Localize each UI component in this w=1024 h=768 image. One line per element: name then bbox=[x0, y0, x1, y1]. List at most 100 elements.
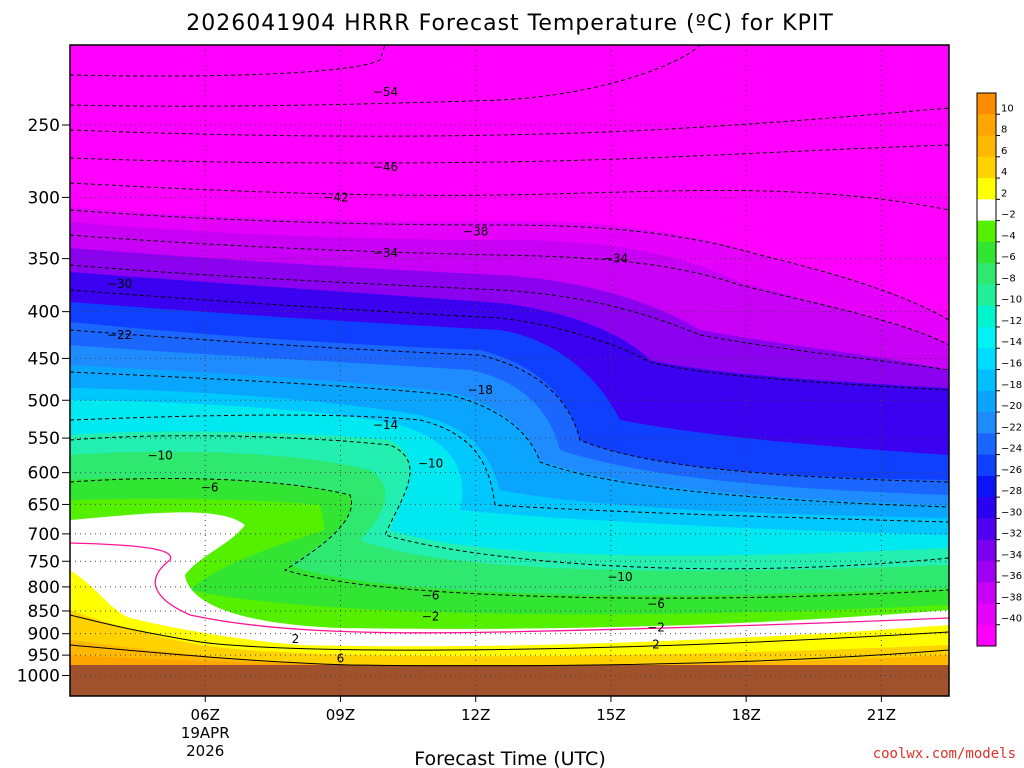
contour-label: −10 bbox=[418, 456, 443, 470]
colorbar-label: −32 bbox=[1001, 529, 1022, 540]
colorbar-swatch bbox=[977, 93, 996, 115]
colorbar-swatch bbox=[977, 284, 996, 307]
y-tick-label: 300 bbox=[28, 188, 60, 208]
contour-label: −54 bbox=[373, 85, 398, 99]
colorbar-label: 2 bbox=[1001, 188, 1007, 199]
contour-label-text: −22 bbox=[107, 328, 132, 342]
colorbar-label: −18 bbox=[1001, 380, 1022, 391]
chart-title: 2026041904 HRRR Forecast Temperature (ºC… bbox=[186, 11, 834, 36]
colorbar-swatch bbox=[977, 539, 996, 562]
contour-minus-10 bbox=[70, 435, 949, 570]
contour-label-text: 6 bbox=[337, 651, 345, 665]
colorbar-swatch bbox=[977, 135, 996, 158]
contour-minus-14 bbox=[70, 414, 949, 523]
colorbar-swatch bbox=[977, 624, 996, 647]
colorbar-swatch bbox=[977, 518, 996, 541]
x-tick-label: 09Z bbox=[326, 706, 355, 724]
contour-label-text: −10 bbox=[607, 570, 632, 584]
contour-label-text: 2 bbox=[652, 638, 660, 652]
y-tick-label: 1000 bbox=[17, 667, 60, 687]
y-tick-label: 400 bbox=[28, 303, 60, 323]
contour-label: −18 bbox=[468, 383, 493, 397]
colorbar-swatch bbox=[977, 560, 996, 583]
colorbar-label: −30 bbox=[1001, 507, 1022, 518]
contour-plus-2-magenta bbox=[70, 542, 949, 634]
colorbar-swatch bbox=[977, 114, 996, 137]
y-tick-label: 550 bbox=[28, 429, 60, 449]
y-tick-label: 450 bbox=[28, 349, 60, 369]
colorbar: 10 8 6 4 2 −2 −4 −6 −8 −10 −12 −14 −16 −18 −20 −22 −24 −2… bbox=[976, 92, 1022, 647]
contour-label: −30 bbox=[107, 277, 132, 291]
contour-minus-54 bbox=[70, 45, 701, 107]
colorbar-swatch bbox=[977, 390, 996, 413]
colorbar-label: 6 bbox=[1001, 146, 1007, 157]
x-tick-label: 06Z bbox=[191, 706, 220, 724]
colorbar-label: −14 bbox=[1001, 337, 1022, 348]
contour-label: −14 bbox=[373, 418, 398, 432]
colorbar-swatch bbox=[977, 305, 996, 328]
colorbar-swatch bbox=[977, 199, 996, 222]
colorbar-label: −34 bbox=[1001, 550, 1022, 561]
colorbar-label: −16 bbox=[1001, 359, 1022, 370]
contour-label-text: −14 bbox=[373, 418, 398, 432]
credit-text: coolwx.com/models bbox=[873, 746, 1016, 762]
colorbar-label: −26 bbox=[1001, 465, 1022, 476]
colorbar-label: 4 bbox=[1001, 167, 1007, 178]
contour-minus-30 bbox=[70, 264, 949, 371]
contour-label: 2 bbox=[292, 632, 300, 646]
contour-plus-6 bbox=[70, 644, 949, 667]
colorbar-swatch bbox=[977, 475, 996, 498]
x-tick-label: 12Z bbox=[461, 706, 490, 724]
colorbar-swatch bbox=[977, 433, 996, 456]
contour-label: −10 bbox=[607, 570, 632, 584]
colorbar-label: −22 bbox=[1001, 422, 1022, 433]
colorbar-label: −10 bbox=[1001, 295, 1022, 306]
colorbar-label: 8 bbox=[1001, 125, 1007, 136]
contour-label-text: −2 bbox=[647, 620, 665, 634]
y-tick-label: 950 bbox=[28, 646, 60, 666]
contour-label: −6 bbox=[422, 589, 440, 603]
y-tick-label: 250 bbox=[28, 116, 60, 136]
contour-label: 2 bbox=[652, 638, 660, 652]
y-tick-label: 750 bbox=[28, 552, 60, 572]
colorbar-swatch bbox=[977, 497, 996, 519]
y-tick-label: 500 bbox=[28, 391, 60, 411]
contour-label-text: −42 bbox=[323, 190, 348, 204]
colorbar-label: −20 bbox=[1001, 401, 1022, 412]
plot-frame bbox=[69, 44, 950, 697]
x-tick-date-label: 19APR bbox=[181, 724, 230, 742]
contour-minus-18 bbox=[70, 371, 949, 508]
contour-label-text: −34 bbox=[603, 252, 628, 266]
contour-plus-2 bbox=[70, 614, 949, 651]
colorbar-label: −12 bbox=[1001, 316, 1022, 327]
colorbar-label: −28 bbox=[1001, 486, 1022, 497]
colorbar-swatch bbox=[977, 454, 996, 477]
colorbar-swatch bbox=[977, 156, 996, 179]
contour-label: −34 bbox=[373, 246, 398, 260]
colorbar-swatch bbox=[977, 326, 996, 349]
y-tick-label: 800 bbox=[28, 578, 60, 598]
colorbar-label: −36 bbox=[1001, 571, 1022, 582]
plot-area: −54−46−42−38−34 −34−30−22−18−14−10−10−6−1… bbox=[70, 45, 949, 696]
colorbar-label: −38 bbox=[1001, 592, 1022, 603]
contour-labels: −54−46−42−38−34 −34−30−22−18−14−10−10−6−1… bbox=[107, 85, 665, 666]
contour-label-text: −18 bbox=[468, 383, 493, 397]
colorbar-swatch bbox=[977, 263, 996, 285]
contour-minus-38 bbox=[70, 209, 949, 321]
contour-label: −10 bbox=[147, 449, 172, 463]
y-tick-label: 700 bbox=[28, 525, 60, 545]
contour-label: −46 bbox=[373, 160, 398, 174]
y-tick-label: 650 bbox=[28, 495, 60, 515]
colorbar-label: −4 bbox=[1001, 231, 1016, 242]
contour-label-text: −2 bbox=[422, 610, 440, 624]
contour-minus-26 bbox=[70, 289, 949, 391]
contour-minus-22 bbox=[70, 329, 949, 483]
ground-fill bbox=[70, 665, 949, 696]
contour-label: −38 bbox=[463, 225, 488, 239]
colorbar-label: −2 bbox=[1001, 210, 1016, 221]
contour-label-text: −30 bbox=[107, 277, 132, 291]
colorbar-label: −24 bbox=[1001, 444, 1022, 455]
contour-label-text: −46 bbox=[373, 160, 398, 174]
contour-label: −42 bbox=[323, 190, 348, 204]
